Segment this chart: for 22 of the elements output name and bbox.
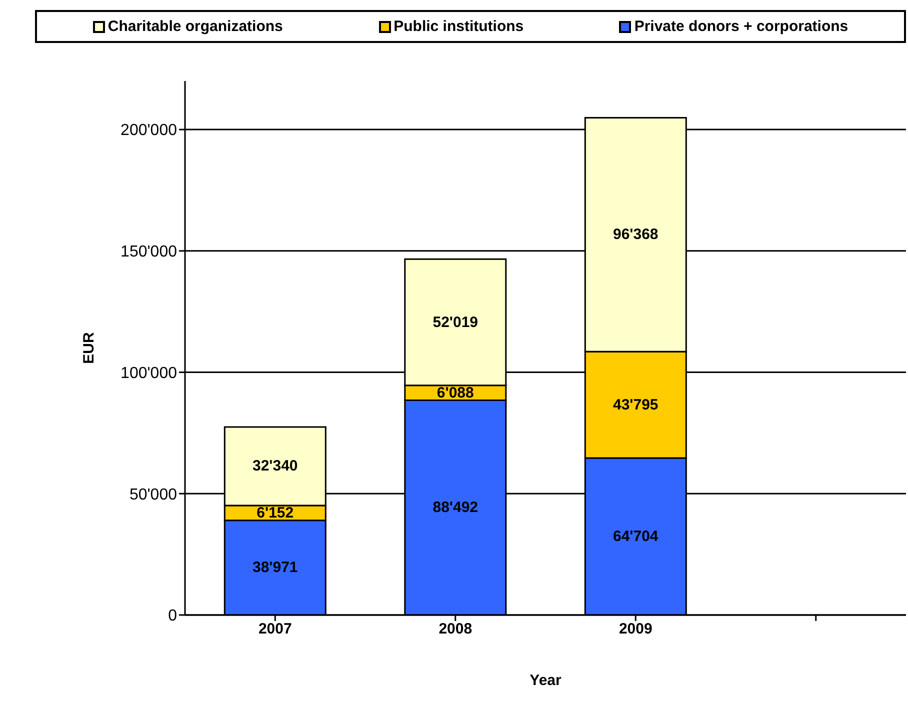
y-tick-label: 150'000 [120, 244, 178, 261]
y-tick-label: 50'000 [129, 486, 178, 504]
x-axis-title: Year [530, 672, 562, 689]
legend-label: Private donors + corporations [633, 18, 848, 35]
y-tick-label: 200'000 [120, 122, 178, 140]
y-tick-label: 100'000 [120, 364, 178, 382]
data-label: 88'492 [432, 499, 478, 516]
x-tick-label: 2007 [258, 620, 292, 638]
legend-label: Charitable organizations [106, 18, 283, 35]
data-label: 6'088 [436, 384, 474, 402]
data-label: 32'340 [252, 458, 298, 475]
data-label: 96'368 [613, 226, 658, 244]
data-label: 64'704 [613, 528, 659, 545]
data-label: 43'795 [613, 396, 658, 414]
y-axis-title: EUR [80, 332, 98, 364]
x-tick-label: 2009 [618, 620, 652, 638]
data-label: 6'152 [256, 504, 294, 522]
x-tick-label: 2008 [438, 620, 472, 638]
legend-label: Public institutions [392, 18, 524, 35]
data-label: 52'019 [432, 314, 478, 331]
data-label: 38'971 [252, 559, 298, 576]
y-tick-label: 0 [168, 608, 178, 625]
